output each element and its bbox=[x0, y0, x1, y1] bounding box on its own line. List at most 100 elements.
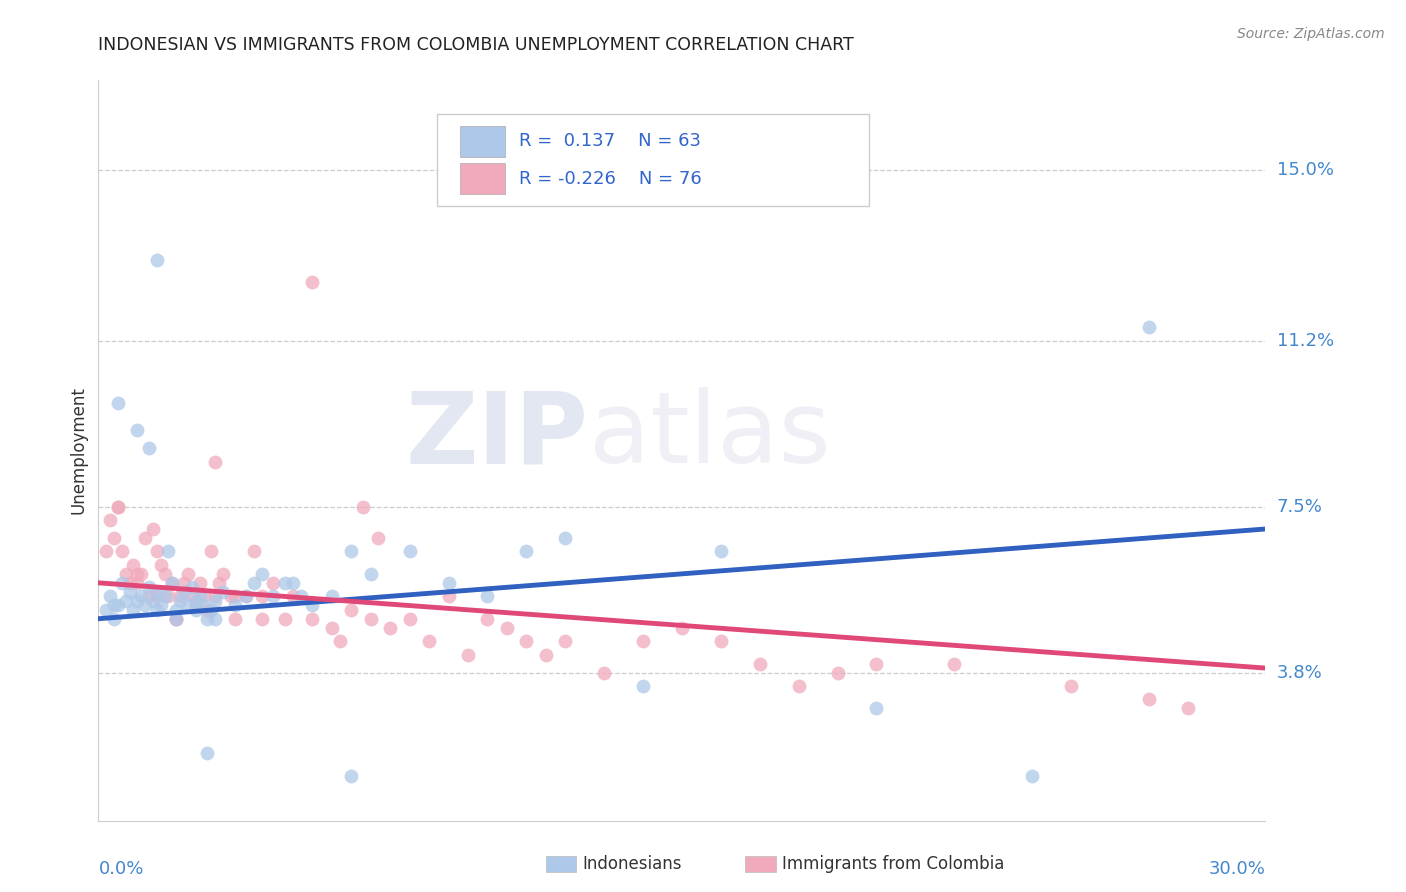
Point bbox=[138, 580, 160, 594]
Text: R =  0.137    N = 63: R = 0.137 N = 63 bbox=[519, 132, 700, 150]
Point bbox=[301, 275, 323, 289]
Point bbox=[593, 665, 616, 680]
Point bbox=[477, 589, 499, 603]
Point bbox=[352, 500, 374, 514]
Text: atlas: atlas bbox=[589, 387, 830, 484]
Point bbox=[107, 500, 129, 514]
Point bbox=[398, 612, 420, 626]
Point bbox=[165, 612, 187, 626]
Point bbox=[865, 657, 887, 671]
Point bbox=[184, 594, 207, 608]
Point bbox=[96, 603, 118, 617]
Point bbox=[262, 575, 284, 590]
Point bbox=[146, 252, 169, 267]
Point bbox=[103, 599, 125, 613]
Point bbox=[274, 612, 297, 626]
Point bbox=[153, 566, 176, 581]
Point bbox=[127, 594, 149, 608]
Point bbox=[138, 589, 160, 603]
Point bbox=[114, 594, 136, 608]
Point bbox=[631, 679, 654, 693]
Text: INDONESIAN VS IMMIGRANTS FROM COLOMBIA UNEMPLOYMENT CORRELATION CHART: INDONESIAN VS IMMIGRANTS FROM COLOMBIA U… bbox=[98, 36, 855, 54]
Point bbox=[1137, 320, 1160, 334]
Point bbox=[865, 701, 887, 715]
Point bbox=[340, 544, 363, 558]
Point bbox=[671, 621, 693, 635]
Point bbox=[943, 657, 966, 671]
Point bbox=[169, 589, 191, 603]
Point bbox=[193, 589, 215, 603]
Point bbox=[146, 544, 169, 558]
Point bbox=[188, 589, 211, 603]
Point bbox=[169, 594, 191, 608]
Point bbox=[515, 544, 537, 558]
Point bbox=[173, 575, 195, 590]
Point bbox=[235, 589, 257, 603]
Point bbox=[149, 558, 172, 572]
Point bbox=[710, 634, 733, 648]
Point bbox=[748, 657, 770, 671]
Point bbox=[219, 589, 242, 603]
Point bbox=[204, 594, 226, 608]
Point bbox=[162, 575, 184, 590]
Point bbox=[1137, 692, 1160, 706]
Text: 7.5%: 7.5% bbox=[1277, 498, 1323, 516]
Point bbox=[180, 589, 202, 603]
Point bbox=[177, 599, 200, 613]
Point bbox=[329, 634, 352, 648]
Point bbox=[195, 612, 218, 626]
Point bbox=[380, 621, 402, 635]
Point bbox=[554, 634, 576, 648]
Point bbox=[107, 599, 129, 613]
Point bbox=[367, 531, 389, 545]
Point bbox=[122, 603, 145, 617]
Point bbox=[437, 575, 460, 590]
Point bbox=[360, 612, 382, 626]
Point bbox=[195, 603, 218, 617]
Point bbox=[146, 603, 169, 617]
Point bbox=[200, 603, 222, 617]
Point bbox=[195, 747, 218, 761]
Point bbox=[127, 423, 149, 437]
Point bbox=[301, 599, 323, 613]
Point bbox=[153, 589, 176, 603]
Point bbox=[162, 575, 184, 590]
Point bbox=[127, 566, 149, 581]
FancyBboxPatch shape bbox=[460, 126, 505, 157]
Point bbox=[204, 455, 226, 469]
Point bbox=[146, 589, 169, 603]
Point bbox=[787, 679, 810, 693]
Point bbox=[134, 599, 156, 613]
Point bbox=[243, 575, 266, 590]
Point bbox=[177, 566, 200, 581]
Point bbox=[165, 612, 187, 626]
Point bbox=[118, 575, 141, 590]
Point bbox=[290, 589, 312, 603]
Point bbox=[250, 566, 273, 581]
FancyBboxPatch shape bbox=[460, 163, 505, 194]
Point bbox=[188, 575, 211, 590]
Point bbox=[1021, 769, 1043, 783]
Point bbox=[111, 575, 134, 590]
Point bbox=[107, 396, 129, 410]
Point bbox=[224, 589, 246, 603]
Point bbox=[122, 558, 145, 572]
Point bbox=[180, 580, 202, 594]
Text: ZIP: ZIP bbox=[406, 387, 589, 484]
Point bbox=[129, 566, 152, 581]
FancyBboxPatch shape bbox=[437, 113, 869, 206]
Point bbox=[142, 522, 165, 536]
Point bbox=[457, 648, 479, 662]
Point bbox=[631, 634, 654, 648]
Point bbox=[193, 599, 215, 613]
Point bbox=[200, 544, 222, 558]
Point bbox=[129, 589, 152, 603]
Point bbox=[111, 544, 134, 558]
Point bbox=[515, 634, 537, 648]
Point bbox=[157, 589, 180, 603]
Point bbox=[340, 769, 363, 783]
Point bbox=[224, 599, 246, 613]
Point bbox=[212, 566, 235, 581]
Text: Immigrants from Colombia: Immigrants from Colombia bbox=[782, 855, 1004, 873]
Text: 11.2%: 11.2% bbox=[1277, 332, 1334, 350]
